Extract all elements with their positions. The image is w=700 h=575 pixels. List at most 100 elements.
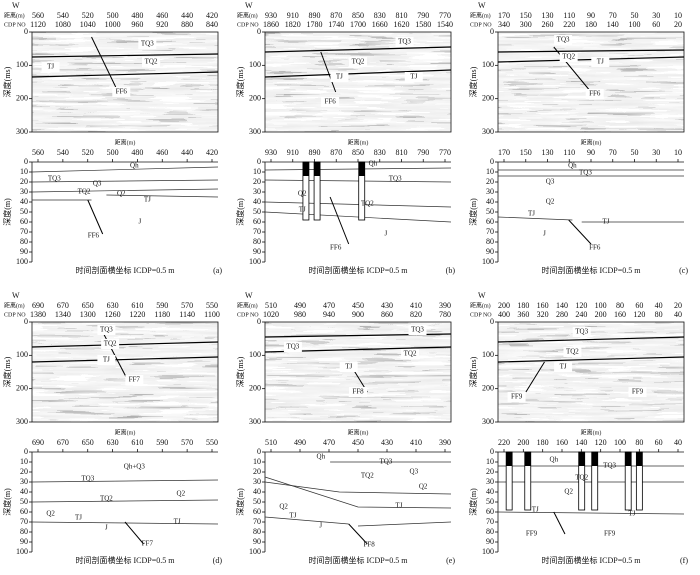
label-bg <box>330 72 349 82</box>
cdp-tick: 340 <box>498 20 510 29</box>
seismic-label: TJ <box>597 58 604 66</box>
section-label: Qh+Q3 <box>124 463 146 471</box>
caption: 时间剖面横坐标 ICDP=0.5 m <box>309 265 409 275</box>
panel-label: (c) <box>679 266 688 275</box>
label-bg <box>97 325 116 335</box>
depth-tick-label: 20 <box>20 177 28 186</box>
cdp-tick: 940 <box>323 310 335 319</box>
depth-tick-label: 0 <box>257 157 261 166</box>
seismic-label: TQ2 <box>104 340 117 348</box>
distance-tick: 850 <box>352 148 364 157</box>
seismic-label: FF6 <box>116 88 128 96</box>
section-label: TQ2 <box>361 472 374 480</box>
cdp-tick: 220 <box>563 20 575 29</box>
distance-tick: 460 <box>156 148 168 157</box>
time-tick-label: 300 <box>249 417 261 426</box>
time-tick-label: 300 <box>16 127 28 136</box>
distance-tick: 60 <box>655 438 663 447</box>
distance-tick: 560 <box>32 148 44 157</box>
cdp-tick: 840 <box>206 20 218 29</box>
distance-tick: 90 <box>587 11 595 20</box>
section-label: Qh <box>130 162 139 170</box>
cdp-tick: 780 <box>439 310 451 319</box>
depth-tick-label: 80 <box>486 237 494 246</box>
time-tick-label: 300 <box>249 127 261 136</box>
cdp-tick: 1660 <box>372 20 388 29</box>
section-label: FF9 <box>526 530 538 538</box>
depth-tick-label: 90 <box>486 247 494 256</box>
section-label: J <box>385 230 388 238</box>
time-axis-label: 深度(ms) <box>2 66 12 97</box>
label-bg <box>125 375 144 385</box>
distance-tick: 890 <box>309 11 321 20</box>
cdp-tick: 1620 <box>394 20 410 29</box>
depth-tick-label: 30 <box>486 187 494 196</box>
cdp-tick: 1740 <box>328 20 344 29</box>
section-label: TQ3 <box>389 175 402 183</box>
time-tick-label: 200 <box>16 93 28 102</box>
distance-tick: 910 <box>287 11 299 20</box>
label-bg <box>395 37 414 47</box>
depth-tick-label: 100 <box>482 257 494 266</box>
cdp-tick: 20 <box>674 20 682 29</box>
borehole-top <box>302 162 309 176</box>
depth-tick-label: 90 <box>20 537 28 546</box>
caption: 时间剖面横坐标 ICDP=0.5 m <box>309 555 409 565</box>
distance-tick: 410 <box>410 301 422 310</box>
section-label: Qh <box>317 453 326 461</box>
distance-tick: 480 <box>131 11 143 20</box>
cdp-tick: 160 <box>614 310 626 319</box>
distance-tick: 490 <box>294 301 306 310</box>
reflector <box>497 56 685 63</box>
label-bg <box>101 339 120 349</box>
distance-tick: 830 <box>374 148 386 157</box>
depth-tick-label: 20 <box>486 467 494 476</box>
distance-tick: 590 <box>156 301 168 310</box>
depth-tick-label: 50 <box>253 207 261 216</box>
seismic-image <box>498 32 684 132</box>
section-label: FF6 <box>330 244 342 252</box>
seismic-label: FF6 <box>589 90 601 98</box>
section-label: TQ2 <box>361 200 374 208</box>
seismic-label: TQ2 <box>566 348 579 356</box>
distance-tick: 30 <box>652 148 660 157</box>
reflector <box>497 49 685 53</box>
time-tick-label: 300 <box>16 417 28 426</box>
cdp-tick: 280 <box>556 310 568 319</box>
depth-tick-label: 40 <box>253 487 261 496</box>
horizon <box>264 476 452 509</box>
depth-axis-label: 深度(m) <box>235 488 245 516</box>
section-label: TQ3 <box>81 475 94 483</box>
borehole-top <box>358 162 365 176</box>
depth-tick-label: 80 <box>253 527 261 536</box>
distance-label: 距离(m) <box>4 301 25 309</box>
fault <box>87 199 104 235</box>
cdp-tick: 1120 <box>30 20 46 29</box>
distance-tick: 540 <box>57 11 69 20</box>
horizon <box>31 188 219 193</box>
cdp-tick: 1780 <box>307 20 323 29</box>
time-tick-label: 0 <box>490 317 494 326</box>
cdp-tick: 980 <box>294 310 306 319</box>
label-bg <box>591 57 610 67</box>
seismic-frame <box>497 321 685 423</box>
horizon <box>31 479 219 483</box>
depth-tick-label: 60 <box>486 217 494 226</box>
distance-tick: 560 <box>32 11 44 20</box>
distance-tick: 450 <box>352 438 364 447</box>
seismic-image <box>265 32 451 132</box>
label-bg <box>349 387 367 397</box>
reflector <box>497 356 685 363</box>
cdp-label: CDP NO <box>237 22 259 28</box>
w-label: W <box>245 1 253 10</box>
distance-tick: 520 <box>82 148 94 157</box>
distance-tick: 790 <box>417 11 429 20</box>
distance-tick: 100 <box>595 301 607 310</box>
section-label: Q2 <box>546 198 555 206</box>
depth-tick-label: 40 <box>253 197 261 206</box>
fault <box>91 36 117 88</box>
depth-tick-label: 100 <box>16 547 28 556</box>
distance-tick: 70 <box>609 148 617 157</box>
distance-tick: 130 <box>542 11 554 20</box>
